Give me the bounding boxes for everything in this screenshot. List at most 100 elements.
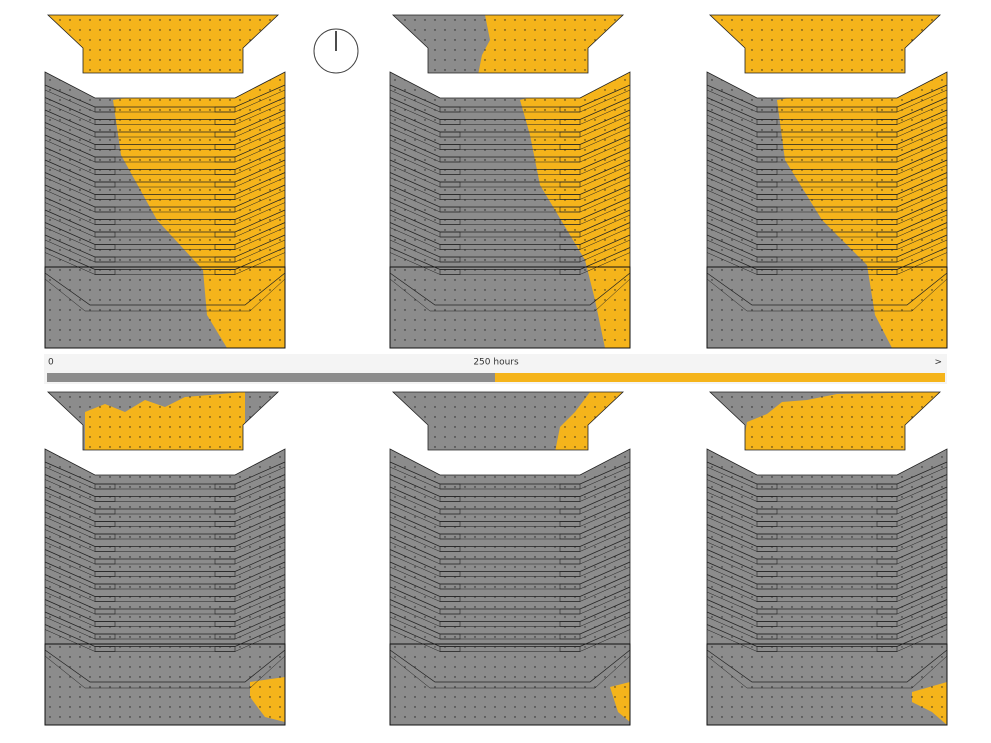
floor-line bbox=[706, 134, 948, 158]
balcony bbox=[94, 546, 116, 552]
floor-line bbox=[706, 536, 948, 560]
floor-line bbox=[389, 114, 631, 138]
balcony bbox=[439, 106, 461, 113]
balcony bbox=[756, 546, 778, 552]
roof-dots bbox=[708, 391, 942, 451]
podium-line bbox=[44, 649, 286, 683]
floor-line bbox=[706, 474, 948, 497]
balcony bbox=[876, 269, 898, 275]
floor-line bbox=[706, 591, 948, 615]
building-panel bbox=[389, 14, 631, 349]
balcony bbox=[876, 219, 898, 225]
building-panel bbox=[389, 391, 631, 726]
floor-line bbox=[706, 147, 948, 170]
podium bbox=[389, 266, 631, 349]
roof-dots bbox=[46, 391, 280, 451]
floor-line bbox=[44, 147, 286, 170]
balcony bbox=[876, 119, 898, 125]
balcony bbox=[559, 156, 581, 163]
balcony bbox=[439, 483, 461, 490]
floor-line bbox=[706, 214, 948, 238]
floor-line bbox=[389, 234, 631, 258]
floor-line bbox=[44, 479, 286, 502]
balcony bbox=[559, 231, 581, 238]
balcony bbox=[94, 194, 116, 200]
floor-line bbox=[44, 499, 286, 522]
floor-line bbox=[389, 461, 631, 485]
balcony bbox=[214, 256, 236, 263]
floor-line bbox=[389, 579, 631, 602]
balcony bbox=[559, 496, 581, 502]
podium-line bbox=[706, 278, 948, 312]
balcony bbox=[876, 256, 898, 263]
balcony bbox=[94, 181, 116, 188]
building-panel bbox=[44, 14, 286, 349]
floor-line bbox=[44, 202, 286, 225]
floor-line bbox=[706, 202, 948, 225]
balcony bbox=[559, 119, 581, 125]
legend-mid: 250 hours bbox=[473, 358, 519, 368]
floor-line bbox=[706, 97, 948, 120]
balcony bbox=[214, 131, 236, 138]
floor-line bbox=[44, 541, 286, 565]
floor-line bbox=[389, 247, 631, 270]
balcony bbox=[94, 106, 116, 113]
legend-high bbox=[495, 373, 945, 382]
floor-line bbox=[706, 102, 948, 125]
balcony bbox=[559, 533, 581, 540]
balcony bbox=[94, 533, 116, 540]
floor-line bbox=[706, 624, 948, 647]
floor-line bbox=[706, 461, 948, 485]
legend-bar: 0 250 hours > bbox=[44, 354, 947, 384]
floor-line bbox=[44, 89, 286, 113]
balcony bbox=[214, 583, 236, 590]
balcony bbox=[876, 181, 898, 188]
balcony bbox=[439, 119, 461, 125]
balcony bbox=[756, 483, 778, 490]
balcony bbox=[756, 194, 778, 200]
floor-line bbox=[706, 189, 948, 213]
floor-line bbox=[389, 184, 631, 208]
floor-line bbox=[44, 516, 286, 540]
balcony bbox=[439, 269, 461, 275]
podium bbox=[706, 266, 948, 349]
roof-edge bbox=[706, 68, 948, 96]
floor-line bbox=[706, 139, 948, 163]
floor-line bbox=[706, 184, 948, 208]
floor-line bbox=[44, 177, 286, 200]
balcony bbox=[214, 621, 236, 627]
building-panel bbox=[44, 391, 286, 726]
floor-line bbox=[44, 197, 286, 220]
balcony bbox=[214, 483, 236, 490]
floor-line bbox=[44, 209, 286, 233]
legend-more: > bbox=[934, 358, 942, 368]
balcony bbox=[876, 546, 898, 552]
floor-line bbox=[44, 152, 286, 175]
floor-line bbox=[706, 486, 948, 510]
building-panel bbox=[706, 14, 948, 349]
floor-line bbox=[706, 629, 948, 652]
floor-line bbox=[389, 222, 631, 245]
floor-line bbox=[389, 561, 631, 585]
podium bbox=[44, 266, 286, 349]
roof-edge bbox=[389, 445, 631, 473]
legend-min: 0 bbox=[48, 358, 54, 368]
floor-line bbox=[706, 159, 948, 183]
floor-line bbox=[44, 102, 286, 125]
floor-line bbox=[706, 89, 948, 113]
balcony bbox=[559, 269, 581, 275]
floor-line bbox=[44, 511, 286, 535]
balcony bbox=[439, 608, 461, 615]
floor-line bbox=[389, 629, 631, 652]
balcony bbox=[214, 633, 236, 640]
floor-line bbox=[44, 549, 286, 572]
balcony bbox=[876, 496, 898, 502]
floor-line bbox=[44, 504, 286, 527]
floor-line bbox=[44, 624, 286, 647]
floor-line bbox=[44, 629, 286, 652]
balcony bbox=[559, 608, 581, 615]
floor-line bbox=[706, 234, 948, 258]
balcony bbox=[214, 508, 236, 515]
podium bbox=[44, 643, 286, 726]
balcony bbox=[876, 558, 898, 565]
